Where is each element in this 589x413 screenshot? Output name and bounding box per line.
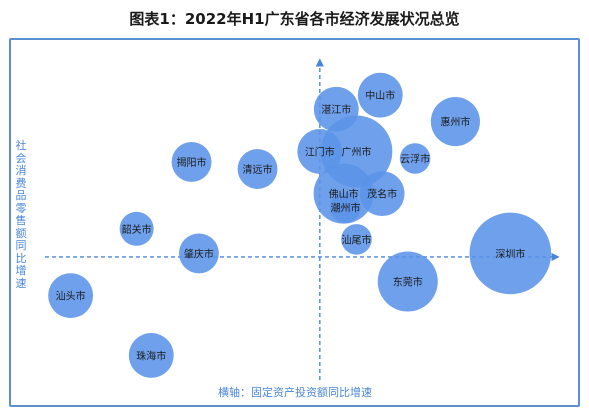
bubble-label: 云浮市: [400, 152, 430, 165]
x-axis-label: 横轴：固定资产投资额同比增速: [218, 386, 372, 399]
bubble-label: 汕头市: [56, 290, 86, 303]
bubble-label: 中山市: [365, 89, 395, 102]
bubble-label: 韶关市: [122, 223, 152, 236]
bubble-云浮市: [399, 143, 431, 174]
chart-title: 图表1：2022年H1广东省各市经济发展状况总览: [129, 10, 460, 28]
bubble-label: 潮州市: [330, 202, 360, 215]
bubble-label: 江门市: [305, 145, 335, 158]
bubble-label: 肇庆市: [184, 247, 214, 260]
bubble-label: 广州市: [341, 145, 371, 158]
bubble-揭阳市: [171, 142, 212, 182]
bubble-label: 东莞市: [393, 276, 423, 289]
bubble-label: 惠州市: [440, 116, 470, 129]
bubble-江门市: [297, 129, 343, 174]
bubble-汕头市: [48, 273, 94, 319]
bubble-label: 汕尾市: [341, 233, 371, 246]
bubble-label: 揭阳市: [177, 156, 207, 169]
bubble-label: 湛江市: [321, 103, 351, 116]
bubble-label: 珠海市: [136, 349, 166, 362]
bubble-label: 清远市: [243, 163, 273, 176]
bubble-湛江市: [313, 86, 359, 132]
bubble-惠州市: [430, 96, 480, 147]
bubble-中山市: [357, 72, 403, 118]
bubble-东莞市: [377, 251, 438, 312]
chart-frame: [9, 38, 580, 407]
bubble-清远市: [237, 149, 278, 189]
bubble-珠海市: [128, 332, 174, 378]
bubble-茂名市: [359, 171, 405, 217]
bubble-深圳市: [469, 212, 552, 295]
bubble-肇庆市: [178, 233, 219, 274]
bubble-label: 茂名市: [367, 188, 397, 201]
bubble-潮州市: [330, 192, 361, 223]
bubble-韶关市: [119, 211, 154, 246]
bubble-汕尾市: [341, 224, 372, 255]
bubble-label: 深圳市: [495, 247, 525, 260]
y-axis-label: 社会消费品零售额同比增速: [15, 139, 27, 290]
bubble-label: 佛山市: [329, 188, 359, 201]
